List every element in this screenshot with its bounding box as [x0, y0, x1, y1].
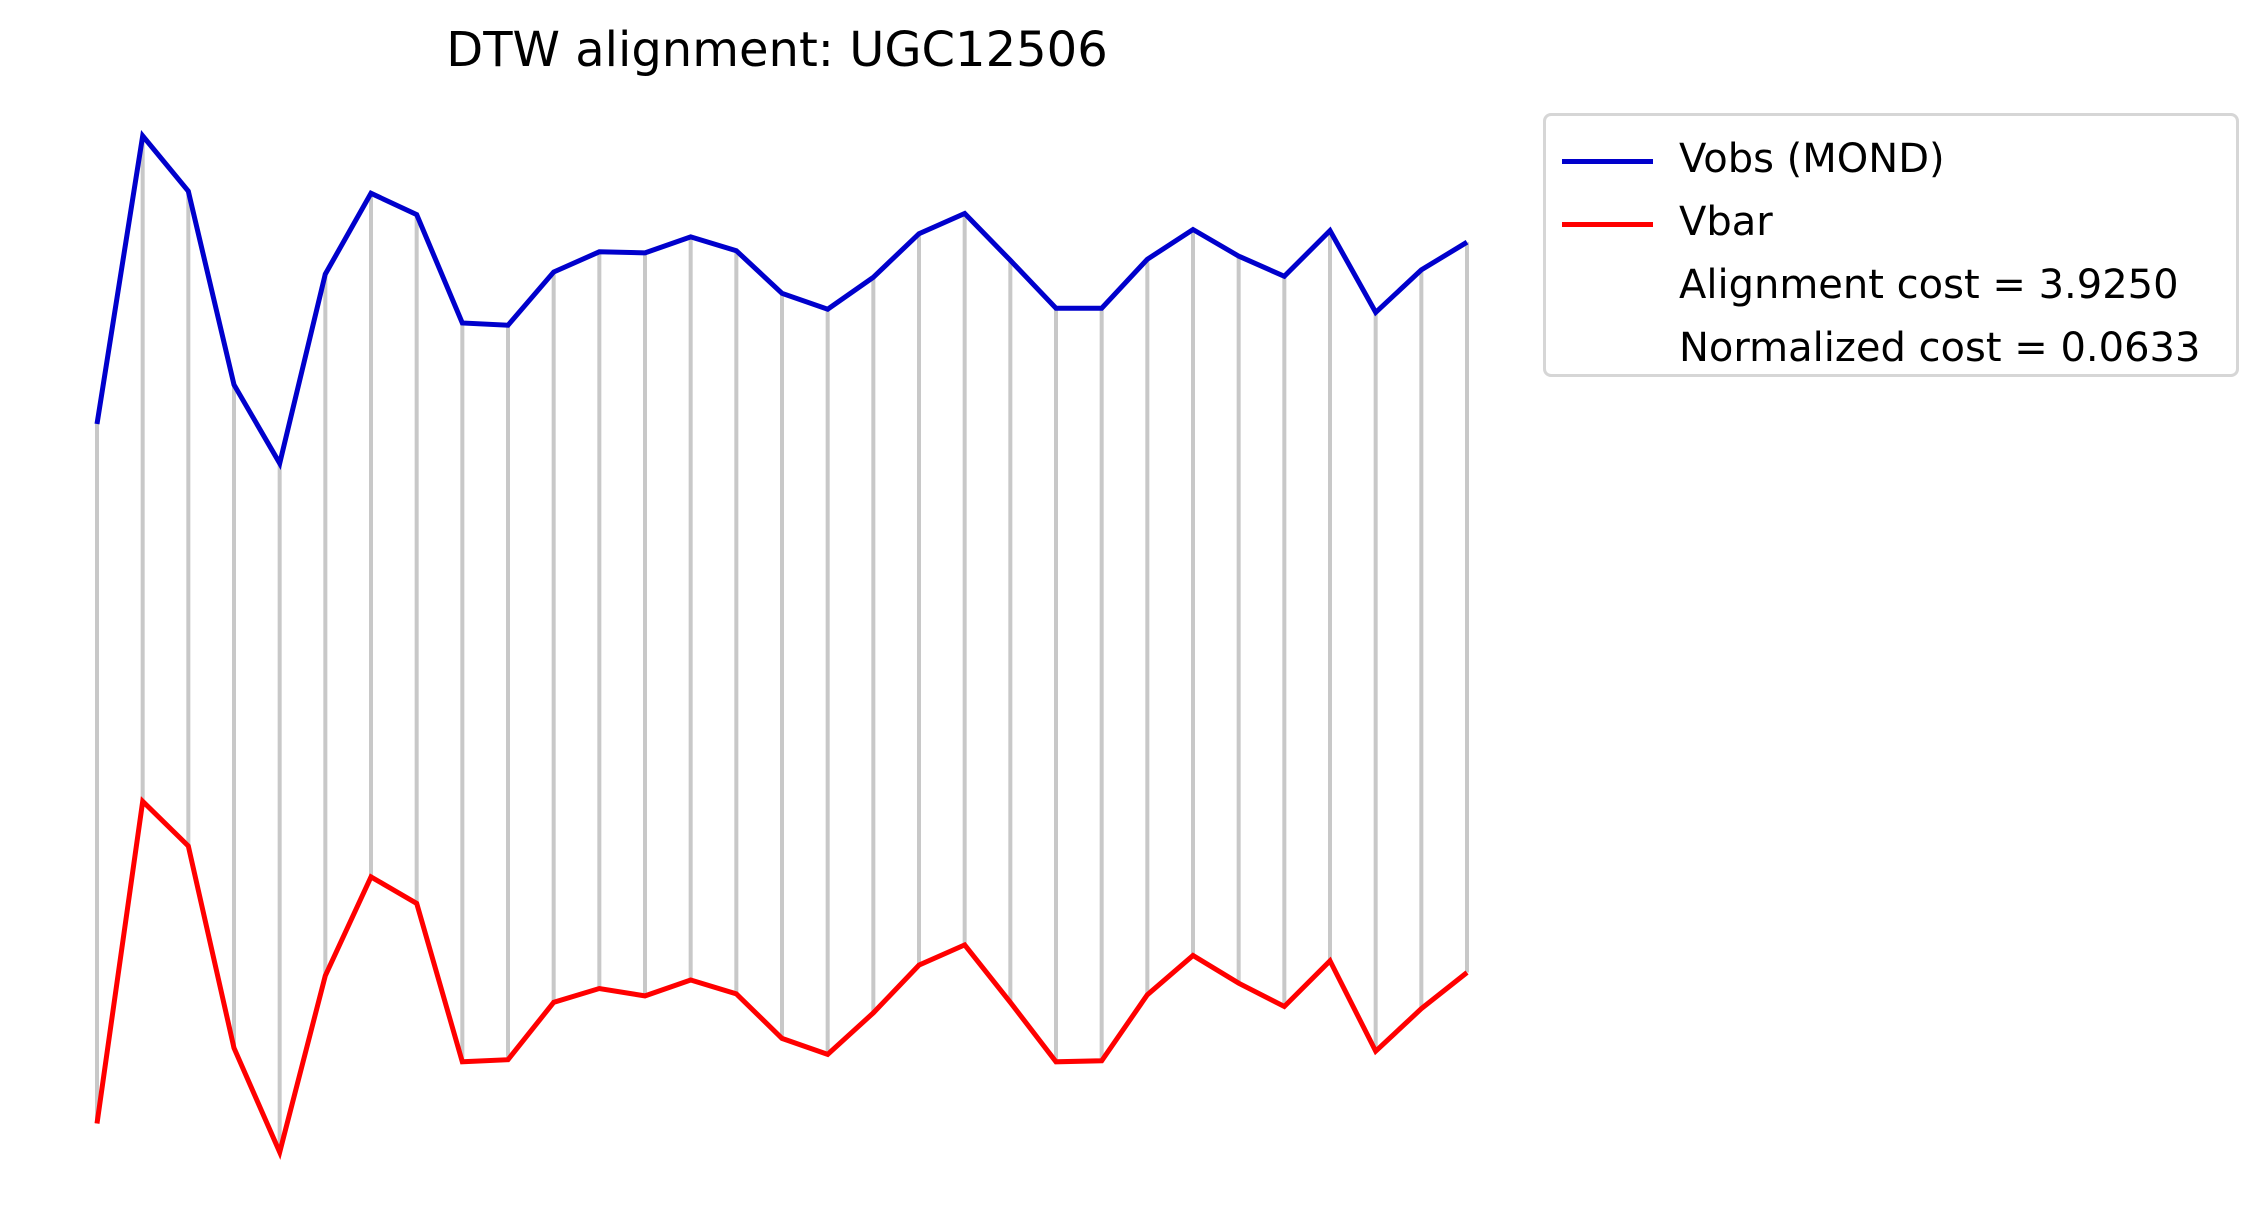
legend-entry-alignment-cost: Alignment cost = 3.9250 [1546, 256, 2236, 320]
legend-label-vbar: Vbar [1679, 199, 1773, 245]
legend-label-normalized-cost: Normalized cost = 0.0633 [1679, 325, 2201, 371]
alignment-lines [95, 135, 1469, 1153]
legend-entry-vbar: Vbar [1546, 193, 2236, 257]
series-line-vobs [94, 130, 1469, 470]
legend-swatch-vobs [1562, 159, 1653, 164]
legend-entry-vobs: Vobs (MOND) [1546, 130, 2236, 194]
series-lines [94, 130, 1469, 1160]
legend-label-vobs: Vobs (MOND) [1679, 136, 1945, 182]
series-line-vbar [94, 796, 1469, 1160]
legend-label-alignment-cost: Alignment cost = 3.9250 [1679, 262, 2179, 308]
chart-title: DTW alignment: UGC12506 [446, 22, 1108, 78]
legend: Vobs (MOND) Vbar Alignment cost = 3.9250… [1543, 113, 2239, 377]
legend-entry-normalized-cost: Normalized cost = 0.0633 [1546, 319, 2236, 383]
legend-swatch-vbar [1562, 222, 1653, 227]
